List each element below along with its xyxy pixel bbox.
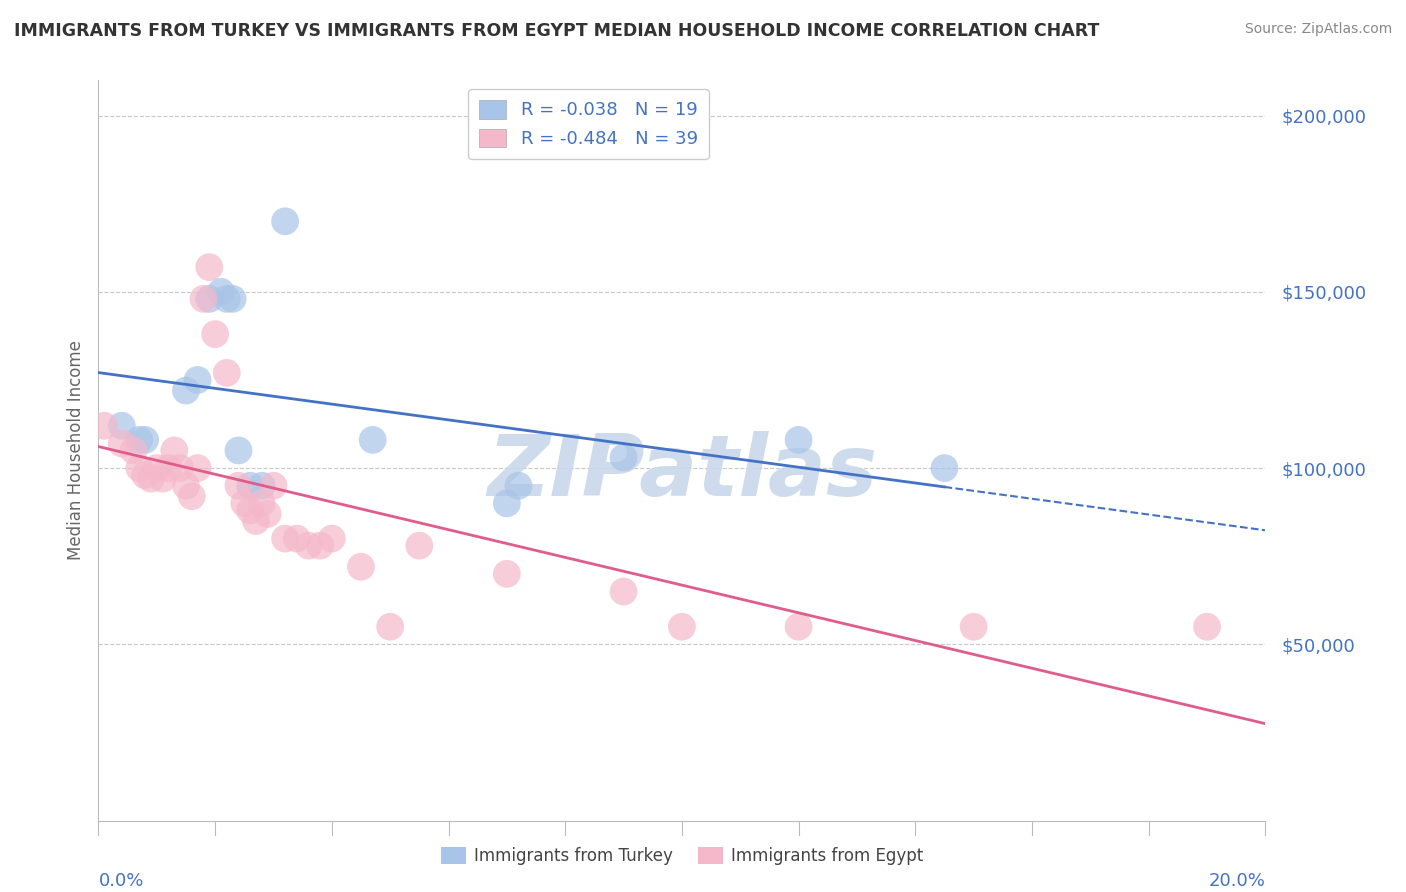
Legend: Immigrants from Turkey, Immigrants from Egypt: Immigrants from Turkey, Immigrants from … <box>434 840 929 871</box>
Point <box>198 292 221 306</box>
Point <box>262 479 284 493</box>
Point <box>215 366 238 380</box>
Point <box>152 472 174 486</box>
Point <box>1195 620 1218 634</box>
Point <box>934 461 956 475</box>
Point <box>496 496 519 510</box>
Point <box>361 433 384 447</box>
Point <box>209 285 232 299</box>
Point <box>962 620 984 634</box>
Point <box>787 433 810 447</box>
Point <box>612 450 634 465</box>
Text: 0.0%: 0.0% <box>98 872 143 890</box>
Point <box>239 503 262 517</box>
Point <box>215 292 238 306</box>
Text: Source: ZipAtlas.com: Source: ZipAtlas.com <box>1244 22 1392 37</box>
Point <box>228 479 250 493</box>
Point <box>169 461 191 475</box>
Point <box>245 514 267 528</box>
Point <box>163 443 186 458</box>
Point <box>174 384 197 398</box>
Point <box>139 472 162 486</box>
Y-axis label: Median Household Income: Median Household Income <box>66 341 84 560</box>
Point <box>496 566 519 581</box>
Point <box>228 443 250 458</box>
Point <box>174 479 197 493</box>
Point <box>233 496 256 510</box>
Point <box>256 507 278 521</box>
Point <box>309 539 332 553</box>
Text: IMMIGRANTS FROM TURKEY VS IMMIGRANTS FROM EGYPT MEDIAN HOUSEHOLD INCOME CORRELAT: IMMIGRANTS FROM TURKEY VS IMMIGRANTS FRO… <box>14 22 1099 40</box>
Point <box>128 461 150 475</box>
Point <box>671 620 693 634</box>
Point <box>612 584 634 599</box>
Point <box>274 532 297 546</box>
Point <box>146 461 169 475</box>
Text: ZIPatlas: ZIPatlas <box>486 431 877 514</box>
Point <box>321 532 343 546</box>
Point <box>134 433 156 447</box>
Point <box>508 479 530 493</box>
Point <box>204 327 226 342</box>
Point <box>274 214 297 228</box>
Point <box>187 373 209 387</box>
Point <box>198 260 221 274</box>
Point <box>297 539 319 553</box>
Point <box>111 436 134 450</box>
Point <box>221 292 243 306</box>
Point <box>128 433 150 447</box>
Point <box>187 461 209 475</box>
Point <box>157 461 180 475</box>
Point <box>111 418 134 433</box>
Point <box>285 532 308 546</box>
Point <box>250 479 273 493</box>
Point <box>787 620 810 634</box>
Point <box>250 496 273 510</box>
Point <box>193 292 215 306</box>
Point <box>350 559 373 574</box>
Point <box>122 443 145 458</box>
Text: 20.0%: 20.0% <box>1209 872 1265 890</box>
Point <box>408 539 430 553</box>
Point <box>134 468 156 483</box>
Point <box>239 479 262 493</box>
Point <box>93 418 115 433</box>
Point <box>380 620 402 634</box>
Point <box>180 489 202 503</box>
